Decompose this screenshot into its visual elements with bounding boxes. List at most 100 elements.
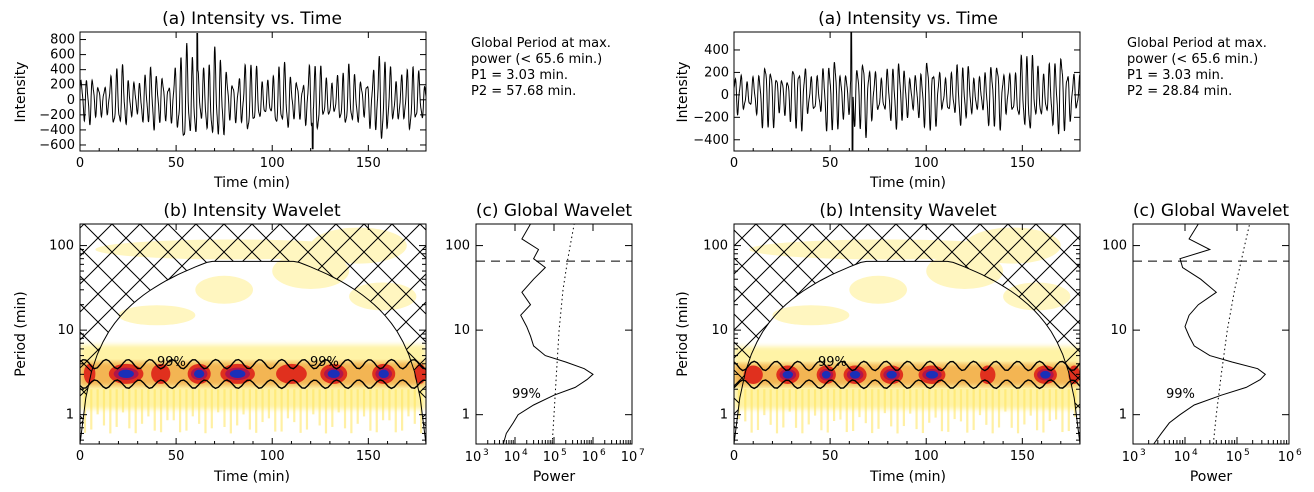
low-period-streak — [782, 389, 785, 428]
low-period-streak — [350, 389, 353, 434]
low-period-streak — [997, 389, 1001, 428]
significance-contour-top — [734, 360, 1080, 372]
low-period-streak — [877, 389, 880, 429]
ytick-label: 400 — [50, 63, 75, 78]
panel-c-right-yticks: 1 10 100 — [1102, 239, 1289, 423]
power-blob-red — [151, 363, 171, 384]
low-period-streak — [744, 389, 747, 422]
power-blob-red — [276, 363, 307, 384]
cone-of-influence-line — [734, 260, 1080, 444]
panel-a-right-yticks: 400 200 0 −200 −400 — [693, 43, 1080, 148]
annotation-line-4: P2 = 57.68 min. — [471, 84, 576, 99]
low-period-streak — [128, 389, 131, 429]
low-period-streak — [934, 389, 937, 418]
annotation-line-2: power (< 65.6 min.) — [1127, 52, 1258, 67]
low-period-streak — [388, 389, 391, 421]
low-period-streak — [813, 389, 817, 416]
panel-a-right-signal — [733, 32, 1081, 151]
low-period-streak — [883, 389, 886, 414]
low-period-streak — [864, 389, 867, 424]
panel-a-right-title: (a) Intensity vs. Time — [818, 9, 998, 29]
panel-b-left-xticks: 0 50 100 150 — [76, 224, 408, 464]
low-period-streak — [109, 389, 112, 434]
xtick-label: 10 — [1122, 450, 1139, 465]
low-period-streak — [1023, 389, 1026, 425]
low-period-streak — [750, 389, 753, 433]
low-period-streak — [185, 389, 188, 431]
ytick-label: 100 — [703, 239, 728, 254]
ytick-label: 0 — [67, 93, 75, 108]
xtick-label: 0 — [730, 449, 738, 464]
low-period-streak — [915, 389, 918, 430]
power-blob-blue — [886, 370, 897, 379]
low-power-patch — [118, 305, 196, 326]
ytick-label: 100 — [1102, 239, 1127, 254]
panel-b-right-yticks: 1 10 100 — [703, 239, 1080, 441]
low-period-streak — [293, 389, 296, 423]
xtick-exponent: 3 — [1140, 448, 1146, 458]
low-period-streak — [1048, 389, 1051, 421]
ytick-label: 200 — [50, 78, 75, 93]
panel-c-left-xticks: 10 3 10 4 10 5 10 6 10 7 — [465, 224, 645, 465]
low-period-streak — [972, 389, 975, 430]
annotation-line-1: Global Period at max. — [471, 36, 611, 51]
panel-c-left-frame — [475, 223, 633, 445]
contour-label-99-a: 99% — [157, 355, 186, 370]
low-period-streak — [794, 389, 798, 428]
low-period-streak — [204, 389, 207, 434]
low-period-streak — [902, 389, 905, 427]
xtick-exponent: 5 — [1244, 448, 1250, 458]
panel-b-right-wavelet — [734, 224, 1080, 444]
ytick-label: 1 — [66, 408, 74, 423]
ytick-label: −600 — [39, 138, 75, 153]
low-period-streak — [159, 389, 163, 433]
cone-of-influence-hatch — [734, 224, 1080, 444]
panel-b-left-ylabel: Period (min) — [13, 291, 29, 376]
panel-c-right-xlabel: Power — [1190, 469, 1233, 485]
low-period-streak — [312, 389, 315, 415]
panel-a-right-annotation: Global Period at max. power (< 65.6 min.… — [1127, 36, 1267, 99]
panel-b-left-title: (b) Intensity Wavelet — [163, 201, 341, 221]
low-period-streak — [858, 389, 861, 418]
low-power-patch — [195, 275, 254, 304]
low-period-streak — [286, 389, 290, 419]
power-blob-blue — [229, 369, 246, 379]
power-blob-blue — [118, 369, 134, 379]
low-period-streak — [763, 389, 766, 416]
ytick-label: 100 — [445, 239, 470, 254]
low-period-streak — [756, 389, 760, 430]
low-period-streak — [102, 389, 106, 426]
low-period-streak — [242, 389, 245, 415]
low-period-streak — [115, 389, 118, 427]
low-period-streak — [940, 389, 944, 432]
low-period-streak — [248, 389, 251, 430]
low-period-streak — [839, 389, 842, 420]
low-period-streak — [331, 389, 334, 427]
low-period-streak — [394, 389, 397, 433]
low-period-streak — [90, 389, 93, 430]
panel-b-right-title: (b) Intensity Wavelet — [819, 201, 997, 221]
panel-c-left-label-99: 99% — [512, 387, 541, 402]
xtick-label: 100 — [260, 449, 285, 464]
low-period-streak — [210, 389, 213, 429]
xtick-label: 10 — [504, 450, 521, 465]
low-period-streak — [966, 389, 969, 433]
low-period-streak — [413, 389, 416, 424]
ytick-label: 600 — [50, 48, 75, 63]
low-period-streak — [191, 389, 194, 417]
low-period-streak — [1016, 389, 1020, 434]
low-period-streak — [140, 389, 144, 424]
panel-c-left-global-line — [502, 223, 594, 445]
panel-b-right-ylabel: Period (min) — [675, 291, 691, 376]
low-period-streak — [801, 389, 804, 434]
low-period-streak — [978, 389, 982, 416]
xtick-label: 100 — [260, 156, 285, 171]
low-period-streak — [381, 389, 385, 421]
xtick-label: 100 — [914, 449, 939, 464]
power-blob-blue — [782, 370, 794, 379]
low-period-streak — [775, 389, 779, 434]
annotation-line-3: P1 = 3.03 min. — [471, 68, 568, 83]
significance-contour-bottom — [80, 379, 426, 390]
low-period-streak — [1004, 389, 1007, 412]
